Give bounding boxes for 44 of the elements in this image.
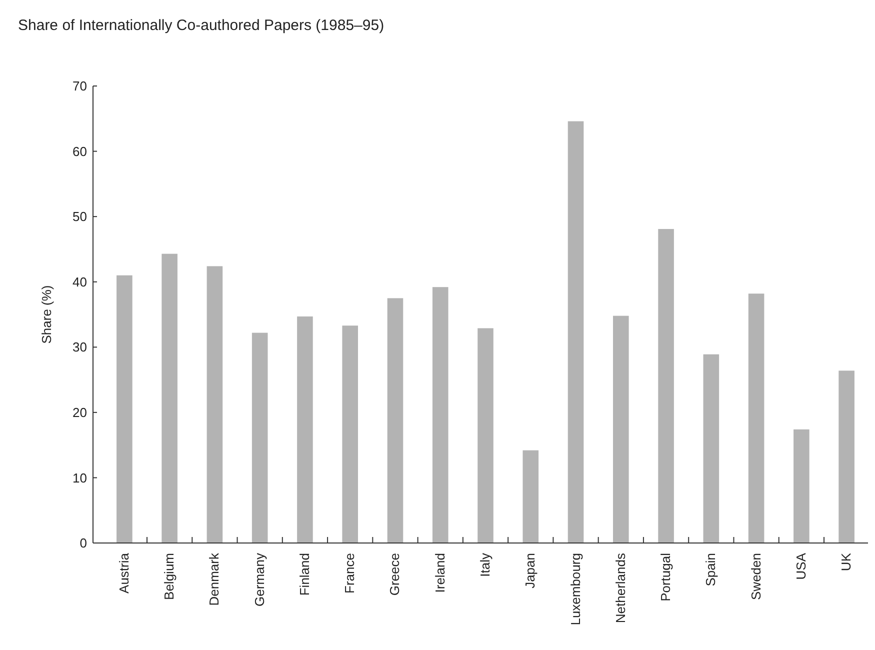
x-tick-label: Denmark: [206, 552, 222, 606]
y-tick-label: 30: [72, 340, 87, 355]
x-tick-label: Luxembourg: [568, 553, 583, 626]
x-tick-label: USA: [793, 552, 808, 580]
bar: [748, 294, 764, 543]
bar: [387, 298, 404, 543]
y-tick-label: 20: [72, 404, 87, 420]
bar: [206, 266, 223, 543]
x-tick-label: Italy: [478, 552, 492, 577]
bar: [162, 254, 178, 543]
x-tick-label: Portugal: [658, 552, 674, 602]
x-tick-label: UK: [838, 552, 854, 572]
bar: [342, 326, 358, 543]
x-tick-label: Austria: [116, 552, 132, 594]
x-tick-label: Greece: [387, 553, 402, 596]
bar: [116, 275, 132, 543]
bar: [703, 354, 720, 543]
x-tick-label: Japan: [522, 553, 538, 588]
bar: [838, 370, 854, 543]
y-tick-label: 70: [72, 78, 87, 94]
y-tick-label: 0: [80, 536, 87, 551]
x-tick-label: Finland: [296, 553, 312, 596]
x-tick-label: Ireland: [432, 553, 448, 593]
x-tick-label: Sweden: [748, 553, 764, 600]
x-tick-label: Belgium: [162, 553, 177, 600]
bar: [252, 332, 268, 543]
bar: [522, 450, 539, 543]
bar: [613, 316, 629, 543]
chart-title: Share of Internationally Co-authored Papers (1985–95): [18, 17, 384, 34]
y-axis-title: Share (%): [39, 285, 54, 344]
bar: [478, 328, 494, 543]
y-tick-label: 60: [72, 144, 87, 159]
bar: [568, 121, 584, 543]
x-tick-label: Spain: [703, 553, 718, 586]
y-tick-label: 10: [72, 470, 87, 486]
y-tick-label: 50: [72, 209, 87, 224]
bar: [297, 316, 313, 543]
bar: [658, 228, 674, 543]
x-tick-label: Germany: [252, 552, 267, 606]
x-tick-label: Netherlands: [612, 552, 628, 624]
y-tick-label: 40: [72, 274, 87, 290]
x-tick-label: France: [342, 553, 358, 594]
bar: [794, 429, 810, 543]
bar: [432, 287, 448, 543]
